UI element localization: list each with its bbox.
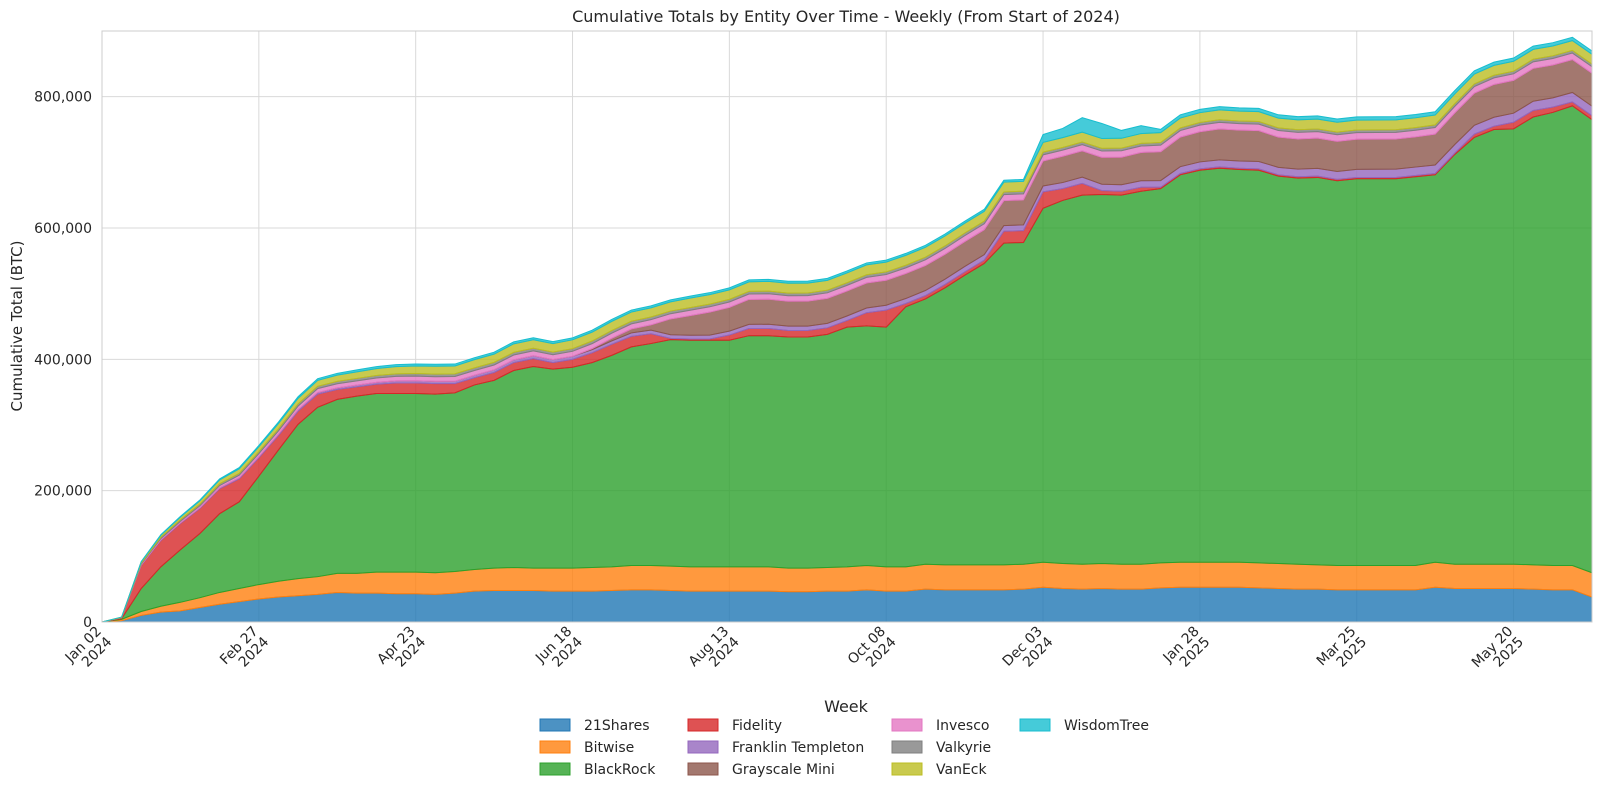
legend-item-bitwise: Bitwise	[539, 740, 634, 756]
legend-swatch	[687, 718, 719, 732]
legend-label: BlackRock	[584, 762, 656, 778]
legend-item-invesco: Invesco	[891, 718, 989, 734]
legend-item-blackrock: BlackRock	[539, 762, 656, 778]
legend-swatch	[891, 740, 923, 754]
legend-item-valkyrie: Valkyrie	[891, 740, 991, 756]
legend-item-21shares: 21Shares	[539, 718, 650, 734]
legend-item-vaneck: VanEck	[891, 762, 987, 778]
legend-label: Franklin Templeton	[732, 740, 864, 756]
x-axis-label: Week	[824, 697, 869, 716]
legend-label: Grayscale Mini	[732, 762, 835, 778]
y-tick-label: 0	[83, 615, 92, 631]
legend-item-fidelity: Fidelity	[687, 718, 782, 734]
legend-swatch	[539, 762, 571, 776]
plot-frame	[101, 30, 1593, 623]
y-axis-ticks: 0 200,000 400,000 600,000 800,000	[34, 90, 92, 631]
legend-label: Valkyrie	[936, 740, 991, 756]
legend-swatch	[891, 762, 923, 776]
y-tick-label: 200,000	[34, 484, 92, 500]
legend-swatch	[539, 740, 571, 754]
legend-swatch	[687, 762, 719, 776]
legend-label: Bitwise	[584, 740, 634, 756]
y-tick-label: 600,000	[34, 221, 92, 237]
legend-label: Invesco	[936, 718, 989, 734]
legend-label: WisdomTree	[1064, 718, 1149, 734]
legend-label: 21Shares	[584, 718, 650, 734]
legend-swatch	[1019, 718, 1051, 732]
legend-swatch	[539, 718, 571, 732]
y-tick-label: 800,000	[34, 90, 92, 106]
legend-label: VanEck	[936, 762, 987, 778]
chart-title: Cumulative Totals by Entity Over Time - …	[572, 7, 1120, 26]
legend-item-grayscale-mini: Grayscale Mini	[687, 762, 835, 778]
legend-item-franklin-templeton: Franklin Templeton	[687, 740, 864, 756]
legend-label: Fidelity	[732, 718, 782, 734]
legend-item-wisdomtree: WisdomTree	[1019, 718, 1149, 734]
legend-swatch	[687, 740, 719, 754]
series-areas	[101, 36, 1593, 623]
y-axis-label: Cumulative Total (BTC)	[8, 241, 26, 412]
y-tick-label: 400,000	[34, 352, 92, 368]
legend: 21Shares Bitwise BlackRock Fidelity Franklin…	[539, 718, 1149, 778]
legend-swatch	[891, 718, 923, 732]
